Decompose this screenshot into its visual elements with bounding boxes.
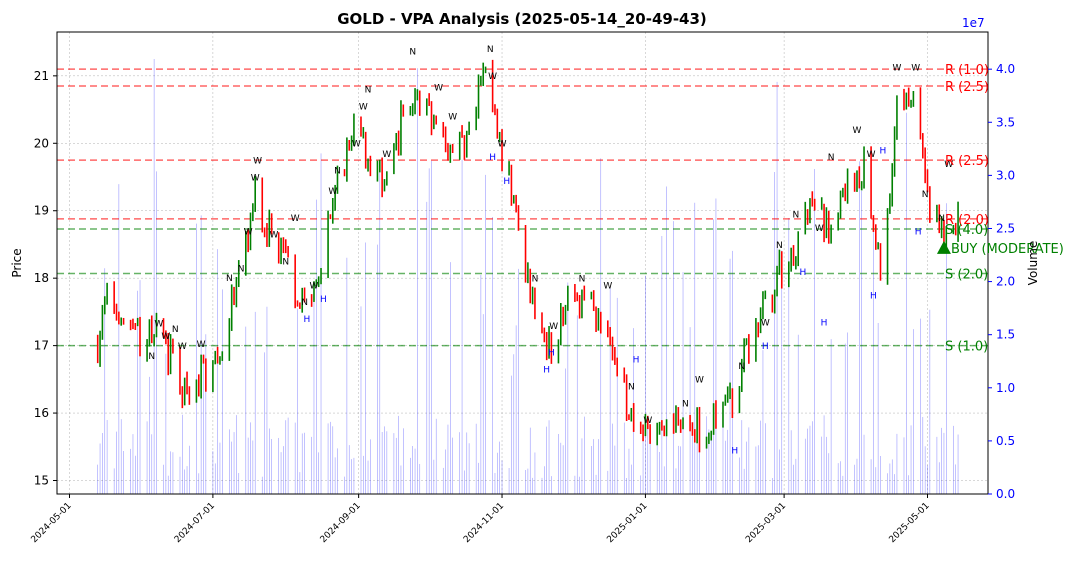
y-tick-label: 15 (34, 474, 49, 488)
support-label: S (4.0) (945, 223, 988, 238)
y-tick-label: 17 (34, 339, 49, 353)
y2-tick-label: 2.5 (996, 221, 1015, 235)
vpa-annotation: W (178, 342, 187, 352)
vpa-annotation: N (409, 47, 416, 57)
vpa-annotation: N (738, 362, 745, 372)
vpa-annotation: N (938, 214, 945, 224)
vpa-annotation: W (853, 126, 862, 136)
buy-signal-marker (936, 240, 951, 254)
resistance-label: R (1.0) (945, 63, 989, 78)
vpa-annotation: W (695, 376, 704, 386)
y2-tick-label: 0.0 (996, 487, 1015, 501)
vpa-annotation: W (761, 318, 770, 328)
y-tick-label: 20 (34, 136, 49, 150)
vpa-annotation: W (448, 113, 457, 123)
buy-signal-label: BUY (MODERATE) (951, 242, 1064, 257)
vpa-annotation: H (304, 315, 311, 325)
y2-exponent-label: 1e7 (962, 16, 985, 30)
resistance-label: R (2.0) (945, 213, 989, 228)
vpa-annotation: N (365, 86, 372, 96)
vpa-annotation: H (320, 295, 327, 305)
vpa-annotation: H (879, 146, 886, 156)
y-tick-label: 21 (34, 69, 49, 83)
vpa-annotation: W (310, 281, 319, 291)
vpa-annotation: N (487, 45, 494, 55)
vpa-annotation: N (148, 352, 155, 362)
vpa-annotation: W (291, 214, 300, 224)
vpa-annotation: N (172, 325, 179, 335)
y-tick-label: 18 (34, 271, 49, 285)
vpa-annotation: W (892, 63, 901, 73)
resistance-label: R (2.5) (945, 80, 989, 95)
vpa-annotation: W (603, 281, 612, 291)
vpa-annotation: N (628, 382, 635, 392)
vpa-annotation: W (815, 224, 824, 234)
vpa-annotation: N (828, 153, 835, 163)
y-tick-label: 16 (34, 406, 49, 420)
support-label: S (1.0) (945, 340, 988, 355)
y2-tick-label: 3.0 (996, 168, 1015, 182)
vpa-annotation: N (682, 399, 689, 409)
vpa-annotation: H (489, 153, 496, 163)
y2-tick-label: 3.5 (996, 115, 1015, 129)
vpa-annotation: H (731, 447, 738, 457)
y2-axis-label: Volume (1026, 241, 1040, 286)
price-bars (96, 59, 959, 453)
resistance-label: R (2.5) (945, 154, 989, 169)
vpa-annotation: W (911, 63, 920, 73)
vpa-annotation: N (776, 241, 783, 251)
plot-frame (56, 31, 989, 495)
y-axis-label: Price (10, 248, 24, 277)
vpa-annotation: W (434, 84, 443, 94)
vpa-annotation: H (870, 291, 877, 301)
vpa-annotation: W (251, 173, 260, 183)
vpa-annotation: W (270, 231, 279, 241)
vpa-annotation: N (226, 274, 233, 284)
vpa-annotation: W (382, 150, 391, 160)
vpa-annotation: N (792, 210, 799, 220)
vpa-annotation: W (549, 322, 558, 332)
vpa-annotation: W (197, 340, 206, 350)
vpa-annotation: W (488, 72, 497, 82)
vpa-annotation: W (944, 160, 953, 170)
level-labels: R (1.0) R (2.5) R (2.5) R (2.0)S (4.0) S (2.… (936, 63, 1064, 355)
vpa-annotation: W (359, 103, 368, 113)
support-label: S (2.0) (945, 267, 988, 282)
vpa-annotation: N (922, 190, 929, 200)
vpa-annotation: H (548, 349, 555, 359)
vpa-annotation: N (579, 275, 586, 285)
vpa-annotation: N (301, 298, 308, 308)
vpa-annotation: W (643, 416, 652, 426)
chart-title: GOLD - VPA Analysis (2025-05-14_20-49-43… (337, 10, 707, 28)
vpa-annotation: W (253, 157, 262, 167)
vpa-annotation: H (800, 268, 807, 278)
vpa-annotation: H (633, 355, 640, 365)
vpa-annotation: H (503, 177, 510, 187)
vpa-annotation: W (161, 332, 170, 342)
vpa-annotation: W (328, 187, 337, 197)
y2-tick-label: 4.0 (996, 62, 1015, 76)
vpa-annotation: H (762, 342, 769, 352)
y2-tick-label: 1.0 (996, 381, 1015, 395)
vpa-annotation: W (498, 140, 507, 150)
vpa-annotation: N (238, 264, 245, 274)
y2-tick-label: 0.5 (996, 434, 1015, 448)
y2-tick-label: 1.5 (996, 328, 1015, 342)
vpa-annotation: H (543, 366, 550, 376)
vpa-annotation: W (244, 227, 253, 237)
y2-tick-label: 2.0 (996, 275, 1015, 289)
support-resistance-lines (57, 68, 988, 347)
vpa-annotation: W (154, 320, 163, 330)
vpa-annotation: N (334, 167, 341, 177)
y-tick-label: 19 (34, 204, 49, 218)
vpa-annotation: W (867, 150, 876, 160)
vpa-annotation: N (282, 258, 289, 268)
vpa-annotation: H (821, 318, 828, 328)
vpa-annotation: H (915, 227, 922, 237)
vpa-annotation: N (532, 275, 539, 285)
vpa-annotation: W (352, 140, 361, 150)
